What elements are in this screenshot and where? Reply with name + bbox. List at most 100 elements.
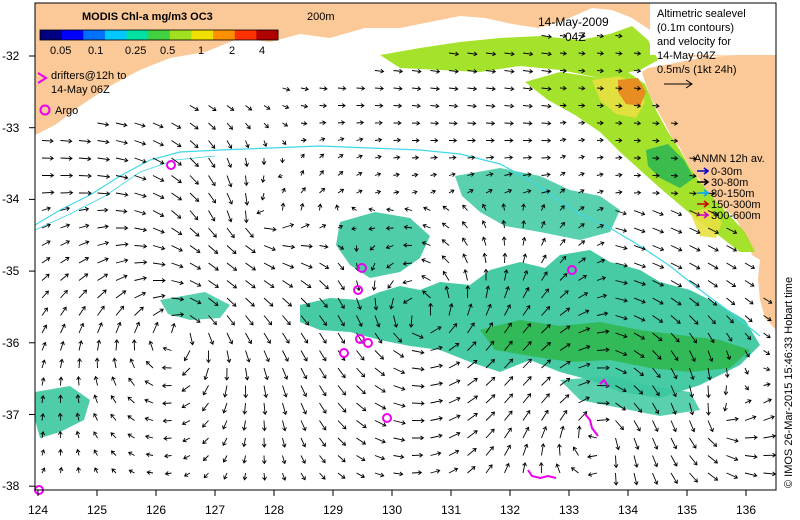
velocity-arrow [263, 245, 276, 252]
velocity-arrow [78, 340, 84, 351]
velocity-arrow [337, 437, 347, 446]
velocity-arrow [726, 280, 737, 287]
velocity-arrow [282, 223, 295, 229]
velocity-arrow [448, 303, 454, 316]
velocity-arrow [96, 339, 102, 351]
velocity-arrow [559, 68, 568, 74]
velocity-arrow [41, 257, 51, 264]
velocity-arrow [522, 443, 529, 456]
x-tick-label: 132 [500, 503, 520, 517]
velocity-arrow [596, 103, 605, 108]
velocity-arrow [208, 122, 216, 130]
velocity-arrow [615, 68, 623, 74]
velocity-arrow [485, 285, 491, 299]
velocity-arrow [485, 446, 494, 456]
velocity-arrow [485, 86, 496, 92]
velocity-arrow [263, 315, 273, 326]
velocity-arrow [171, 296, 185, 302]
velocity-arrow [689, 350, 696, 363]
velocity-arrow [615, 315, 628, 321]
velocity-arrow [226, 210, 233, 223]
velocity-arrow [538, 461, 544, 474]
velocity-arrow [485, 428, 495, 439]
velocity-arrow [356, 86, 366, 91]
velocity-arrow [319, 262, 330, 270]
velocity-arrow [411, 418, 425, 424]
velocity-arrow [373, 297, 379, 311]
velocity-arrow [319, 120, 327, 126]
velocity-arrow [337, 120, 346, 125]
velocity-arrow [633, 227, 646, 234]
velocity-arrow [40, 412, 46, 421]
velocity-arrow [541, 271, 548, 281]
velocity-arrow [541, 103, 552, 109]
velocity-arrow [578, 240, 586, 246]
velocity-arrow [633, 367, 644, 377]
velocity-arrow [189, 105, 199, 111]
velocity-arrow [462, 237, 468, 246]
velocity-arrow [97, 224, 109, 230]
velocity-arrow [356, 420, 367, 429]
velocity-arrow [444, 285, 450, 299]
colorbar-swatch [83, 30, 106, 40]
velocity-arrow [576, 425, 582, 439]
velocity-arrow [245, 105, 253, 111]
velocity-arrow [356, 120, 365, 126]
velocity-arrow [78, 190, 92, 196]
velocity-arrow [481, 236, 487, 246]
velocity-arrow [244, 157, 249, 168]
velocity-arrow [402, 279, 413, 285]
velocity-arrow [226, 350, 232, 364]
velocity-arrow [115, 290, 127, 299]
velocity-arrow [578, 362, 591, 369]
argo-float [353, 285, 363, 295]
velocity-arrow [300, 297, 311, 307]
velocity-arrow [578, 103, 586, 108]
velocity-arrow [596, 68, 605, 74]
velocity-arrow [319, 350, 327, 362]
velocity-arrow [448, 51, 460, 57]
anmn-arrow-icon [697, 167, 710, 175]
drifters-legend-line2: 14-May 06Z [51, 84, 110, 96]
velocity-arrow [183, 455, 191, 460]
velocity-arrow [171, 157, 182, 166]
velocity-arrow [244, 367, 250, 381]
anmn-arrow-icon [697, 189, 710, 197]
velocity-arrow [596, 347, 610, 353]
velocity-arrow [689, 280, 701, 288]
velocity-arrow [161, 383, 172, 389]
velocity-arrow [578, 33, 586, 39]
velocity-arrow [393, 471, 404, 477]
velocity-arrow [504, 340, 513, 351]
velocity-arrow [222, 402, 228, 414]
velocity-arrow [633, 402, 643, 413]
velocity-arrow [171, 192, 183, 201]
velocity-arrow [403, 297, 413, 304]
velocity-arrow [374, 420, 387, 427]
velocity-arrow [430, 155, 438, 161]
velocity-arrow [559, 307, 571, 316]
velocity-arrow [57, 430, 63, 439]
velocity-arrow [222, 455, 228, 463]
velocity-arrow [319, 402, 327, 414]
velocity-arrow [115, 242, 129, 247]
velocity-arrow [374, 332, 383, 344]
velocity-arrow [134, 306, 144, 316]
velocity-arrow [60, 156, 73, 161]
velocity-arrow [115, 208, 128, 214]
velocity-arrow [337, 385, 347, 396]
x-tick-label: 136 [736, 503, 756, 517]
velocity-arrow [115, 175, 129, 180]
velocity-arrow [615, 210, 627, 216]
velocity-arrow [670, 190, 679, 196]
velocity-arrow [448, 138, 458, 143]
velocity-arrow [578, 345, 591, 351]
velocity-arrow [374, 455, 386, 461]
velocity-arrow [242, 472, 248, 481]
velocity-arrow [411, 120, 421, 126]
velocity-arrow [208, 297, 219, 307]
velocity-arrow [171, 140, 182, 148]
velocity-arrow [652, 227, 665, 234]
velocity-arrow [559, 360, 571, 369]
